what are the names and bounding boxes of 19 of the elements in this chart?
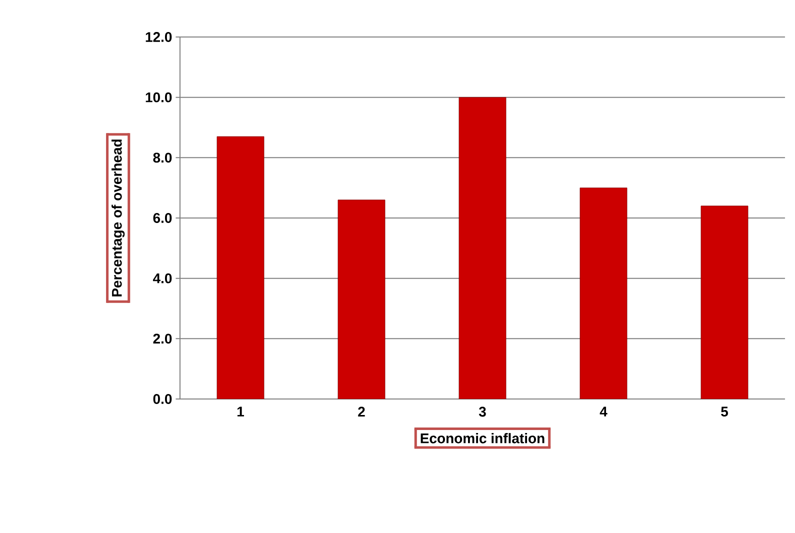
- y-tick-label: 6.0: [153, 213, 172, 223]
- y-tick-label: 2.0: [153, 334, 172, 344]
- y-tick-label: 10.0: [146, 92, 172, 102]
- bar: [458, 97, 506, 399]
- x-axis-title: Economic inflation: [420, 433, 544, 444]
- bar: [338, 200, 386, 399]
- bar: [700, 206, 748, 399]
- x-tick-label: 1: [237, 406, 244, 416]
- y-tick-label: 4.0: [152, 273, 172, 284]
- y-axis-title: Percentage of overhead: [112, 140, 125, 296]
- bar: [216, 136, 264, 399]
- x-tick-label: 3: [478, 406, 486, 417]
- y-tick-label: 12.0: [146, 32, 172, 42]
- y-tick-label: 8.0: [153, 152, 172, 163]
- bar: [580, 188, 628, 399]
- x-tick-label: 4: [600, 406, 608, 416]
- y-tick-label: 0.0: [153, 394, 172, 404]
- x-tick-label: 5: [721, 406, 728, 417]
- x-tick-label: 2: [358, 406, 365, 417]
